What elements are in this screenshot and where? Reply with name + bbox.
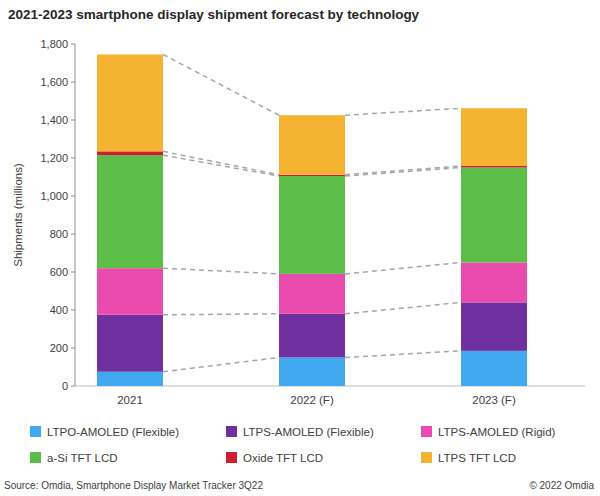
- legend-swatch: [226, 452, 237, 463]
- y-tick: [71, 44, 75, 45]
- connector-line: [345, 168, 461, 177]
- annotation: © 2022 Omdia: [529, 480, 594, 491]
- chart: 2021-2023 smartphone display shipment fo…: [0, 0, 600, 496]
- bar-segment: [279, 176, 345, 274]
- bar-segment: [97, 315, 163, 372]
- bar-segment: [279, 274, 345, 314]
- legend-swatch: [30, 452, 41, 463]
- x-tick-label: 2021: [117, 394, 143, 406]
- bar-segment: [461, 351, 527, 386]
- bar-segment: [97, 54, 163, 151]
- bar-segment: [97, 268, 163, 315]
- x-tick-label: 2023 (F): [472, 394, 516, 406]
- x-tick-label: 2022 (F): [290, 394, 334, 406]
- y-tick-label: 1,800: [40, 38, 68, 50]
- y-tick-label: 800: [50, 228, 68, 240]
- legend-swatch: [421, 452, 432, 463]
- legend-label: LTPS TFT LCD: [438, 452, 516, 464]
- legend-label: LTPO-AMOLED (Flexible): [47, 426, 179, 438]
- bar-segment: [461, 108, 527, 166]
- bar-segment: [97, 151, 163, 155]
- connector-line: [163, 358, 279, 372]
- connector-line: [163, 268, 279, 274]
- y-tick: [71, 386, 75, 387]
- y-tick: [71, 348, 75, 349]
- legend-label: Oxide TFT LCD: [243, 452, 323, 464]
- connector-line: [345, 108, 461, 115]
- legend-swatch: [30, 426, 41, 437]
- bar-segment: [97, 155, 163, 268]
- bar-segment: [461, 302, 527, 350]
- connector-line: [345, 351, 461, 358]
- y-tick: [71, 234, 75, 235]
- annotation: Source: Omdia, Smartphone Display Market…: [4, 480, 263, 491]
- connector-line: [345, 263, 461, 274]
- bar-segment: [279, 314, 345, 358]
- y-tick: [71, 82, 75, 83]
- y-tick-label: 1,600: [40, 76, 68, 88]
- legend-label: LTPS-AMOLED (Flexible): [243, 426, 374, 438]
- y-axis-line: [75, 44, 76, 386]
- connector-line: [163, 313, 279, 315]
- bar-segment: [461, 263, 527, 303]
- legend-swatch: [226, 426, 237, 437]
- y-tick-label: 600: [50, 266, 68, 278]
- y-tick-label: 200: [50, 342, 68, 354]
- connector-line: [345, 302, 461, 313]
- legend: LTPO-AMOLED (Flexible) LTPS-AMOLED (Flexi…: [30, 426, 556, 464]
- y-tick: [71, 310, 75, 311]
- y-axis-label: Shipments (millions): [12, 163, 24, 267]
- y-tick: [71, 196, 75, 197]
- connectors: [163, 54, 461, 371]
- y-tick-label: 400: [50, 304, 68, 316]
- bar-segment: [461, 168, 527, 263]
- bar-segment: [461, 166, 527, 168]
- y-tick: [71, 120, 75, 121]
- y-tick: [71, 158, 75, 159]
- legend-label: LTPS-AMOLED (Rigid): [438, 426, 556, 438]
- connector-line: [163, 151, 279, 174]
- bar-segment: [279, 358, 345, 387]
- y-tick-label: 1,000: [40, 190, 68, 202]
- legend-label: a-Si TFT LCD: [47, 452, 118, 464]
- connector-line: [163, 155, 279, 176]
- bar-segment: [279, 175, 345, 176]
- title: 2021-2023 smartphone display shipment fo…: [8, 7, 420, 22]
- legend-swatch: [421, 426, 432, 437]
- y-tick-label: 1,400: [40, 114, 68, 126]
- y-tick-label: 0: [62, 380, 68, 392]
- connector-line: [163, 54, 279, 115]
- bars: [97, 54, 527, 386]
- bar-segment: [97, 372, 163, 386]
- y-tick: [71, 272, 75, 273]
- bar-segment: [279, 115, 345, 174]
- y-tick-label: 1,200: [40, 152, 68, 164]
- connector-line: [345, 166, 461, 175]
